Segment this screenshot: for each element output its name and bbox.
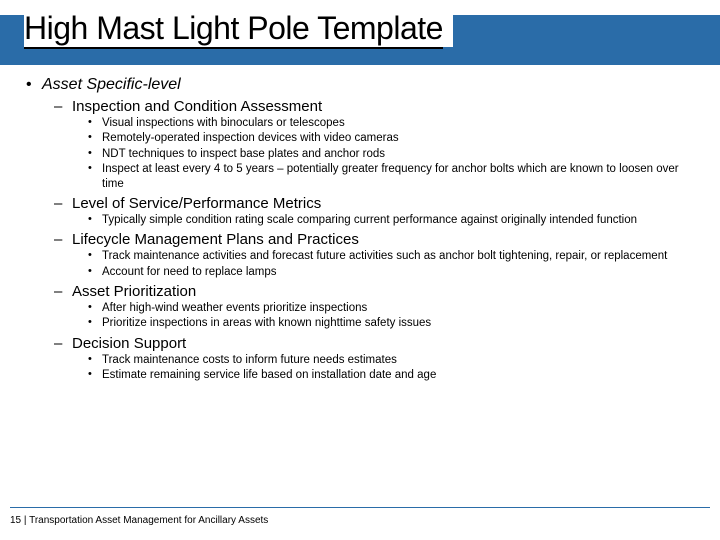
subheading-lifecycle: Lifecycle Management Plans and Practices (24, 231, 702, 248)
bullet-item: Track maintenance costs to inform future… (24, 353, 702, 367)
bullet-item: Track maintenance activities and forecas… (24, 249, 702, 263)
footer-text: 15 | Transportation Asset Management for… (10, 515, 268, 526)
bullet-item: NDT techniques to inspect base plates an… (24, 147, 702, 161)
bullet-item: Visual inspections with binoculars or te… (24, 116, 702, 130)
slide: High Mast Light Pole Template Asset Spec… (0, 0, 720, 540)
bullet-level1: Asset Specific-level (24, 76, 702, 94)
content-area: Asset Specific-level Inspection and Cond… (24, 76, 702, 384)
bullet-item: Typically simple condition rating scale … (24, 213, 702, 227)
bullet-item: After high-wind weather events prioritiz… (24, 301, 702, 315)
subheading-inspection: Inspection and Condition Assessment (24, 98, 702, 115)
subheading-prioritization: Asset Prioritization (24, 283, 702, 300)
footer-divider (10, 507, 710, 508)
bullet-item: Account for need to replace lamps (24, 265, 702, 279)
bullet-item: Estimate remaining service life based on… (24, 368, 702, 382)
slide-title: High Mast Light Pole Template (24, 10, 453, 47)
subheading-decision: Decision Support (24, 335, 702, 352)
bullet-item: Inspect at least every 4 to 5 years – po… (24, 162, 702, 191)
subheading-los: Level of Service/Performance Metrics (24, 195, 702, 212)
bullet-item: Prioritize inspections in areas with kno… (24, 316, 702, 330)
bullet-item: Remotely-operated inspection devices wit… (24, 131, 702, 145)
